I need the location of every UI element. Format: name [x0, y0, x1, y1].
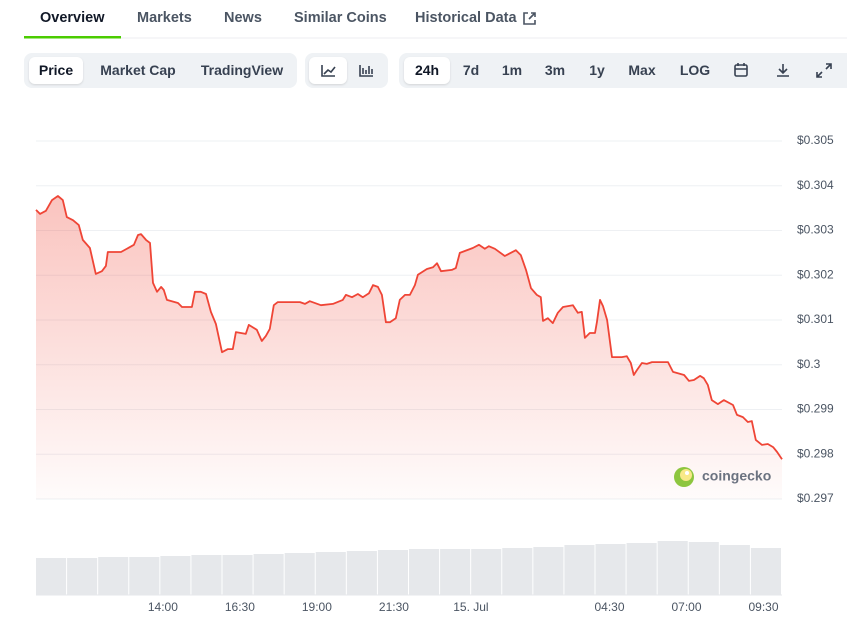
range-button[interactable]: 1y: [589, 62, 605, 78]
x-tick-label: 21:30: [379, 600, 409, 614]
y-tick-label: $0.303: [797, 223, 834, 237]
fullscreen-button[interactable]: [810, 57, 838, 84]
volume-bar: [719, 545, 750, 595]
volume-bar: [315, 552, 346, 595]
volume-bar: [564, 545, 595, 595]
active-tab-underline: [24, 36, 121, 39]
x-tick-label: 04:30: [594, 600, 624, 614]
area-fill: [36, 196, 782, 499]
y-tick-label: $0.304: [797, 178, 834, 192]
volume-bar: [36, 558, 67, 595]
volume-bar: [440, 549, 471, 595]
line-icon: [321, 65, 336, 77]
tab[interactable]: Historical Data: [415, 10, 517, 26]
range-button[interactable]: Max: [628, 62, 656, 78]
range-button[interactable]: 1m: [501, 62, 523, 78]
download-icon: [777, 64, 789, 77]
y-tick-label: $0.302: [797, 267, 834, 281]
y-tick-label: $0.305: [797, 133, 834, 147]
view-group: Price Market Cap TradingView: [24, 53, 297, 88]
volume-bar: [253, 554, 284, 595]
external-link-icon: [523, 12, 536, 25]
volume-bar: [533, 547, 564, 595]
tab[interactable]: News: [224, 10, 262, 26]
price-line: [35, 195, 783, 460]
volume-bar: [471, 549, 502, 595]
watermark-text: coingecko: [702, 468, 771, 484]
y-tick-label: $0.297: [797, 491, 834, 505]
tab[interactable]: Similar Coins: [294, 10, 387, 26]
range-button[interactable]: 24h: [404, 57, 450, 84]
volume-bar: [284, 553, 315, 595]
range-group: 24h 7d 1m 3m 1y Max LOG: [399, 53, 847, 88]
view-button[interactable]: Price: [29, 57, 83, 84]
chart-style-group: [305, 53, 388, 88]
volume-bar: [750, 548, 781, 595]
x-tick-label: 09:30: [749, 600, 779, 614]
candle-chart-button[interactable]: [347, 57, 385, 84]
x-tick-label: 19:00: [302, 600, 332, 614]
volume-bar: [160, 556, 191, 595]
line-chart-button[interactable]: [309, 57, 347, 84]
volume-bar: [502, 548, 533, 595]
watermark: coingecko: [674, 467, 771, 487]
range-button[interactable]: LOG: [679, 62, 711, 78]
volume-bar: [595, 544, 626, 595]
volume-bar: [67, 558, 98, 595]
calendar-icon: [734, 63, 748, 77]
tab[interactable]: Overview: [40, 10, 105, 26]
watermark-logo: [685, 471, 689, 475]
x-tick-label: 07:00: [672, 600, 702, 614]
volume-bar: [626, 543, 657, 595]
volume-bar: [377, 550, 408, 595]
volume-bar: [222, 555, 253, 595]
fullscreen-icon: [816, 63, 832, 78]
volume-bar: [657, 541, 688, 595]
volume-bar: [98, 557, 129, 595]
view-button[interactable]: TradingView: [200, 62, 284, 78]
watermark-logo: [680, 469, 692, 481]
volume-bar: [688, 542, 719, 595]
volume-bar: [409, 549, 440, 595]
x-tick-label: 16:30: [225, 600, 255, 614]
volume-bar: [346, 551, 377, 595]
x-tick-label: 15. Jul: [453, 600, 488, 614]
volume-bar: [191, 555, 222, 595]
candle-icon: [359, 65, 373, 77]
range-button[interactable]: 3m: [544, 62, 566, 78]
y-tick-label: $0.299: [797, 402, 834, 416]
volume-bar: [129, 557, 160, 595]
y-tick-label: $0.3: [797, 357, 821, 371]
y-tick-label: $0.298: [797, 446, 834, 460]
x-tick-label: 14:00: [148, 600, 178, 614]
y-tick-label: $0.301: [797, 312, 834, 326]
download-button[interactable]: [769, 57, 797, 84]
range-button[interactable]: 7d: [462, 62, 480, 78]
tab[interactable]: Markets: [137, 10, 192, 26]
calendar-button[interactable]: [727, 57, 755, 84]
view-button[interactable]: Market Cap: [100, 62, 176, 78]
